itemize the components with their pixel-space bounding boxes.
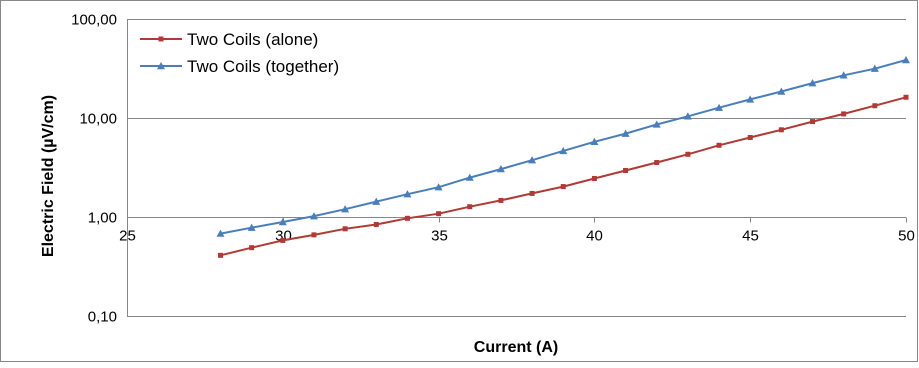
data-point-marker bbox=[311, 232, 317, 238]
data-point-marker bbox=[372, 197, 381, 205]
x-tick-label: 50 bbox=[898, 228, 915, 245]
y-axis-label: Electric Field (µV/cm) bbox=[40, 95, 57, 257]
y-tick-label: 0,10 bbox=[88, 309, 117, 326]
data-point-marker bbox=[652, 120, 661, 128]
data-point-marker bbox=[747, 135, 753, 141]
data-point-marker bbox=[870, 64, 879, 72]
data-point-marker bbox=[528, 156, 537, 164]
data-point-marker bbox=[309, 212, 318, 220]
x-tick-label: 40 bbox=[586, 228, 603, 245]
legend-item: Two Coils (together) bbox=[140, 57, 339, 76]
x-tick-label: 25 bbox=[119, 228, 136, 245]
data-point-marker bbox=[216, 229, 225, 237]
legend-label: Two Coils (alone) bbox=[187, 30, 318, 49]
data-point-marker bbox=[373, 221, 379, 227]
x-tick-label: 35 bbox=[431, 228, 448, 245]
data-point-marker bbox=[716, 142, 722, 148]
data-point-marker bbox=[654, 160, 660, 166]
data-point-marker bbox=[621, 129, 630, 137]
data-point-marker bbox=[278, 218, 287, 226]
data-point-marker bbox=[496, 165, 505, 173]
data-point-marker bbox=[465, 173, 474, 181]
data-point-marker bbox=[467, 204, 473, 210]
data-point-marker bbox=[683, 112, 692, 120]
y-tick-label: 100,00 bbox=[71, 12, 117, 29]
y-tick-labels: 0,10 1,00 10,00 100,00 bbox=[71, 12, 117, 326]
data-point-marker bbox=[434, 183, 443, 191]
data-point-marker bbox=[590, 137, 599, 145]
data-point-marker bbox=[217, 252, 223, 258]
data-point-marker bbox=[436, 211, 442, 217]
x-axis-label: Current (A) bbox=[474, 339, 558, 356]
data-point-marker bbox=[403, 190, 412, 198]
data-point-marker bbox=[623, 167, 629, 173]
data-point-marker bbox=[902, 56, 910, 64]
data-point-marker bbox=[280, 237, 286, 243]
data-point-marker bbox=[249, 245, 255, 251]
x-tick-label: 45 bbox=[742, 228, 759, 245]
data-point-marker bbox=[498, 197, 504, 203]
y-tick-label: 1,00 bbox=[88, 210, 117, 227]
y-tick-label: 10,00 bbox=[79, 111, 117, 128]
series-2 bbox=[216, 56, 910, 237]
data-point-marker bbox=[746, 95, 755, 103]
data-point-marker bbox=[560, 184, 566, 190]
data-point-marker bbox=[685, 151, 691, 157]
data-point-marker bbox=[559, 146, 568, 155]
data-point-marker bbox=[247, 223, 256, 231]
data-point-marker bbox=[777, 87, 786, 95]
data-point-marker bbox=[810, 119, 816, 125]
series-group bbox=[216, 56, 910, 258]
data-point-marker bbox=[872, 103, 878, 109]
data-point-marker bbox=[839, 71, 848, 79]
legend: Two Coils (alone) Two Coils (together) bbox=[140, 30, 339, 76]
data-point-marker bbox=[591, 175, 597, 181]
data-point-marker bbox=[341, 205, 350, 213]
data-point-marker bbox=[808, 79, 817, 87]
data-point-marker bbox=[157, 62, 165, 70]
data-point-marker bbox=[529, 190, 535, 196]
legend-item: Two Coils (alone) bbox=[140, 30, 318, 49]
series-1 bbox=[217, 94, 909, 258]
legend-label: Two Coils (together) bbox=[187, 57, 339, 76]
data-point-marker bbox=[841, 111, 847, 117]
data-point-marker bbox=[715, 103, 724, 111]
data-point-marker bbox=[903, 94, 909, 100]
data-point-marker bbox=[158, 36, 164, 42]
data-point-marker bbox=[342, 226, 348, 232]
data-point-marker bbox=[404, 215, 410, 221]
data-point-marker bbox=[778, 127, 784, 133]
